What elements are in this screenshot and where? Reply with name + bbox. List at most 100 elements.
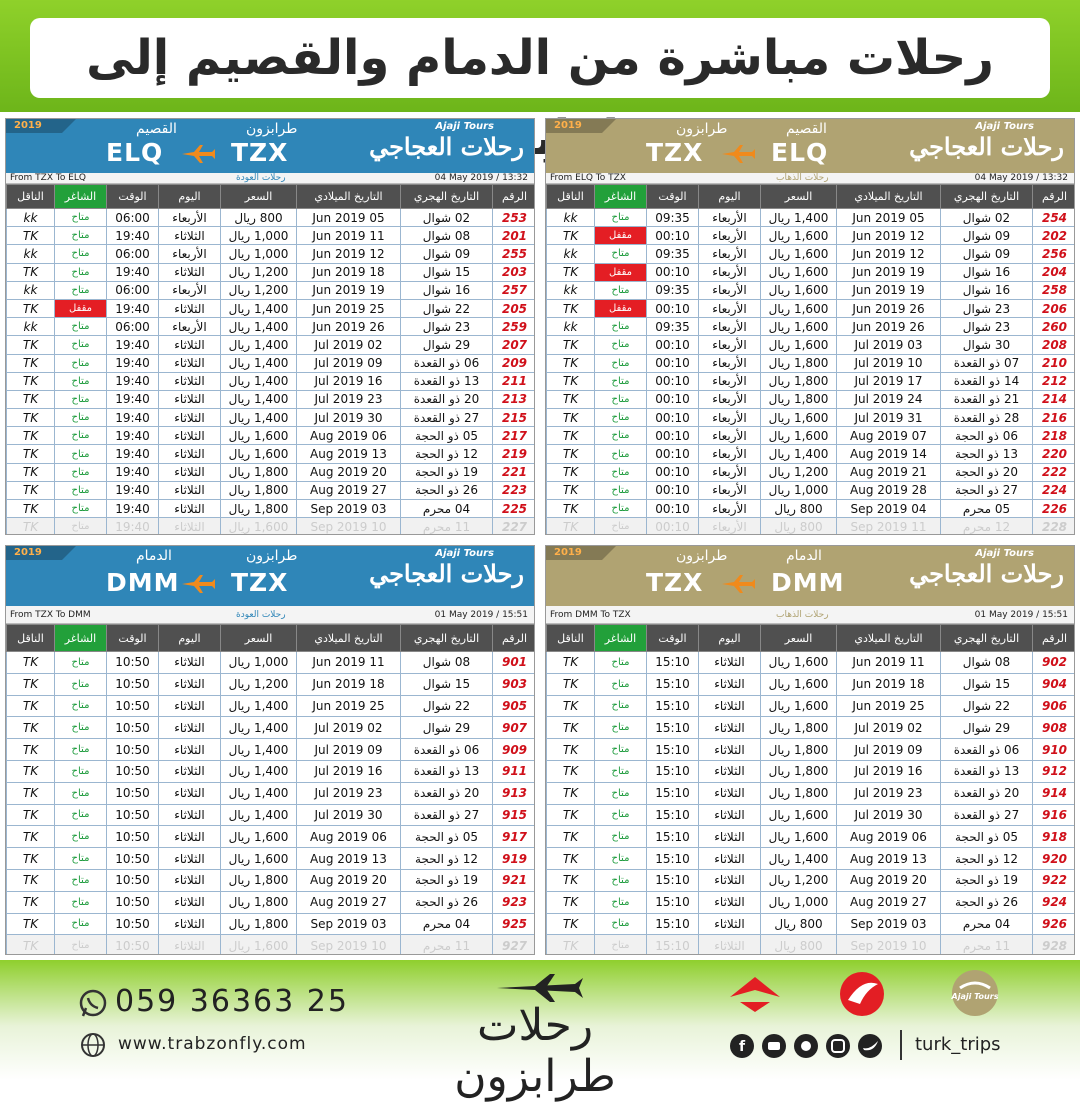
cell: متاح: [594, 317, 647, 337]
updated: 04 May 2019 / 13:32: [974, 173, 1068, 183]
cell: 08 شوال: [940, 651, 1033, 674]
cell: متاح: [54, 672, 107, 696]
cell: 10:50: [106, 912, 159, 936]
cell: متاح: [594, 335, 647, 355]
cell: متاح: [594, 462, 647, 482]
city: القصيم: [136, 121, 177, 137]
flight-row: 206 23 شوال 26 Jun 2019 1,600 ريال الأربعاء 0…: [546, 298, 1074, 319]
cell: 26 Jun 2019: [296, 317, 401, 337]
cell: 04 Sep 2019: [836, 498, 941, 519]
year: 2019: [6, 119, 76, 133]
banner: رحلات مباشرة من الدمام والقصيم إلى طرابز…: [0, 0, 1080, 166]
cell: 15:10: [646, 672, 699, 696]
logo-en: Ajaji Tours: [975, 121, 1034, 132]
cell: 1,400 ريال: [220, 803, 297, 827]
whatsapp-icon: [79, 989, 107, 1017]
cell: الثلاثاء: [158, 408, 221, 428]
column-header: التاريخ الهجري: [400, 184, 493, 209]
cell: 09 شوال: [940, 244, 1033, 264]
cell: الثلاثاء: [158, 226, 221, 246]
cell: 00:10: [646, 480, 699, 501]
cell: 18 Jun 2019: [296, 672, 401, 696]
cell: 1,600 ريال: [220, 517, 297, 534]
cell: الثلاثاء: [158, 298, 221, 319]
cell: 10:50: [106, 672, 159, 696]
cell: 25 Jun 2019: [296, 694, 401, 718]
cell: الثلاثاء: [158, 426, 221, 446]
cell: 25 Jun 2019: [296, 298, 401, 319]
cell: 06 Aug 2019: [836, 825, 941, 849]
city: طرابزون: [676, 121, 728, 137]
cell: 1,400 ريال: [760, 847, 837, 870]
cell: TK: [6, 498, 55, 519]
flight-row: 915 27 ذو القعدة 30 Jul 2019 1,400 ريال الثل…: [6, 803, 534, 827]
cell: 1,600 ريال: [760, 298, 837, 319]
city: طرابزون: [246, 121, 298, 137]
cell: الثلاثاء: [158, 480, 221, 501]
flight-row: 909 06 ذو القعدة 09 Jul 2019 1,400 ريال الثل…: [6, 738, 534, 761]
cell: متاح: [594, 244, 647, 264]
cell: 255: [492, 244, 534, 264]
cell: TK: [6, 353, 55, 373]
handle: turk_trips: [915, 1034, 1001, 1055]
cell: 227: [492, 517, 534, 534]
flight-row: 210 07 ذو القعدة 10 Jul 2019 1,800 ريال الأر…: [546, 353, 1074, 373]
cell: 07 ذو القعدة: [940, 353, 1033, 373]
flight-row: 217 05 ذو الحجة 06 Aug 2019 1,600 ريال الثلا…: [6, 426, 534, 446]
flight-row: 220 13 ذو الحجة 14 Aug 2019 1,400 ريال الأرب…: [546, 444, 1074, 464]
cell: الأربعاء: [698, 317, 761, 337]
cell: TK: [6, 934, 55, 954]
cell: TK: [6, 408, 55, 428]
cell: الثلاثاء: [158, 934, 221, 954]
cell: 16 Jul 2019: [836, 759, 941, 783]
flight-row: 228 12 محرم 11 Sep 2019 800 ريال الأربعاء 00:…: [546, 517, 1074, 534]
cell: 210: [1032, 353, 1074, 373]
cell: 12 Jun 2019: [836, 244, 941, 264]
cell: 800 ريال: [760, 934, 837, 954]
flight-row: 205 22 شوال 25 Jun 2019 1,400 ريال الثلاثاء 1…: [6, 298, 534, 319]
cell: TK: [546, 408, 595, 428]
cell: 15:10: [646, 738, 699, 761]
cell: 213: [492, 389, 534, 410]
cell: 09 Jul 2019: [296, 353, 401, 373]
cell: الأربعاء: [158, 317, 221, 337]
logo: Ajaji Tours رحلات العجاجي: [909, 548, 1064, 588]
tbody: 254 02 شوال 05 Jun 2019 1,400 ريال الأربعاء 0…: [546, 207, 1074, 534]
cell: 23 Jul 2019: [296, 389, 401, 410]
flight-row: 927 11 محرم 10 Sep 2019 1,600 ريال الثلاثاء 1…: [6, 934, 534, 954]
cell: 1,800 ريال: [760, 781, 837, 805]
cell: 215: [492, 408, 534, 428]
plane-icon: [180, 574, 216, 594]
cell: الأربعاء: [158, 244, 221, 264]
cell: 00:10: [646, 371, 699, 391]
cell: 913: [492, 781, 534, 805]
cell: 09:35: [646, 280, 699, 300]
cell: متاح: [594, 651, 647, 674]
cell: 23 شوال: [940, 298, 1033, 319]
route: From TZX To DMM: [10, 610, 91, 620]
cell: 19:40: [106, 480, 159, 501]
cell: 22 شوال: [400, 694, 493, 718]
cell: 30 Jul 2019: [836, 803, 941, 827]
cell: 1,400 ريال: [220, 353, 297, 373]
cell: الثلاثاء: [158, 868, 221, 892]
flight-row: 902 08 شوال 11 Jun 2019 1,600 ريال الثلاثاء 1…: [546, 651, 1074, 674]
tbody: 253 02 شوال 05 Jun 2019 800 ريال الأربعاء 06:…: [6, 207, 534, 534]
flight-row: 923 26 ذو الحجة 27 Aug 2019 1,800 ريال الثلا…: [6, 890, 534, 914]
brand: رحلات طرابزون: [454, 1000, 616, 1102]
cell: 19 ذو الحجة: [940, 868, 1033, 892]
cell: 258: [1032, 280, 1074, 300]
cell: 08 شوال: [400, 226, 493, 246]
cell: TK: [6, 716, 55, 740]
cell: TK: [6, 651, 55, 674]
flight-row: 916 27 ذو القعدة 30 Jul 2019 1,600 ريال الثل…: [546, 803, 1074, 827]
cell: 14 ذو القعدة: [940, 371, 1033, 391]
title: رحلات مباشرة من الدمام والقصيم إلى طرابز…: [30, 18, 1050, 166]
cell: 20 ذو القعدة: [940, 781, 1033, 805]
column-header: السعر: [220, 624, 297, 652]
cell: 15:10: [646, 912, 699, 936]
cell: 926: [1032, 912, 1074, 936]
cell: 1,400 ريال: [760, 207, 837, 228]
cell: الثلاثاء: [698, 651, 761, 674]
cell: TK: [6, 825, 55, 849]
